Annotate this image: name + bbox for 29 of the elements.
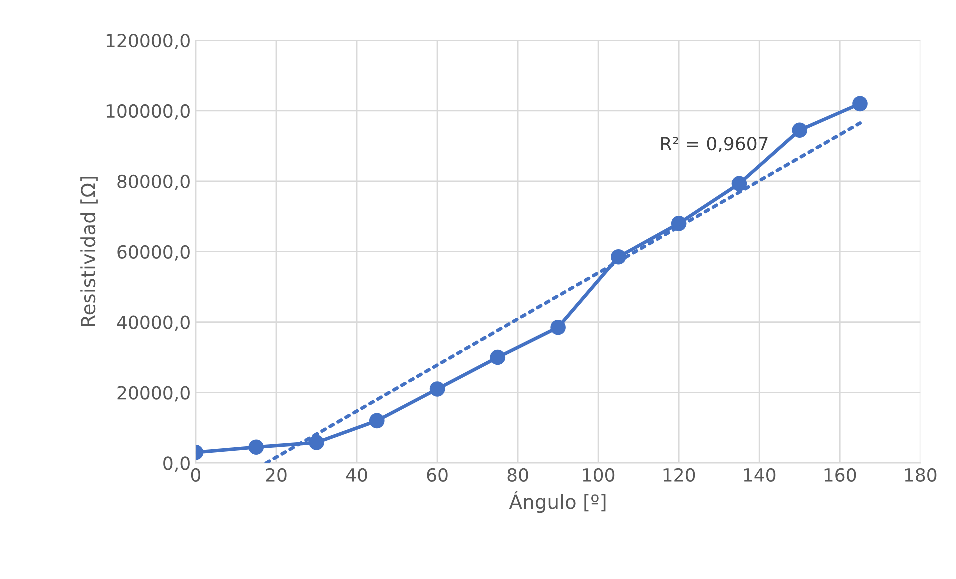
annotation: R² = 0,9607 — [662, 137, 768, 153]
point — [792, 122, 808, 138]
y-tick-label: 20000,0 — [118, 386, 190, 402]
x-tick-label: 80 — [508, 468, 528, 482]
x-tick-label: 120 — [664, 468, 696, 482]
point — [490, 350, 506, 366]
y-tick-label: 80000,0 — [118, 174, 190, 190]
x-tick-label: 160 — [824, 468, 856, 482]
x-tick-label: 40 — [346, 468, 368, 482]
point — [852, 96, 868, 112]
y-tick-label: 100000,0 — [106, 104, 190, 120]
y-axis-title: Resistividad [Ω] — [80, 177, 98, 326]
point — [550, 320, 566, 336]
y-tick-label: 40000,0 — [117, 316, 190, 332]
y-tick-label: 120000,0 — [106, 34, 190, 50]
point — [248, 440, 264, 455]
point — [370, 413, 385, 429]
x-tick-label: 0 — [191, 468, 201, 482]
x-tick-label: 20 — [266, 468, 287, 482]
x-axis-title: Ángulo [º] — [509, 491, 606, 514]
x-tick-label: 180 — [905, 468, 937, 482]
x-tick-label: 140 — [744, 468, 776, 482]
x-tick-label: 60 — [427, 468, 448, 482]
point — [309, 435, 324, 450]
point — [430, 382, 446, 397]
y-tick-label: 0,0 — [164, 456, 190, 472]
y-tick-label: 60000,0 — [118, 245, 190, 261]
point — [732, 176, 748, 192]
x-tick-label: 100 — [583, 468, 615, 482]
